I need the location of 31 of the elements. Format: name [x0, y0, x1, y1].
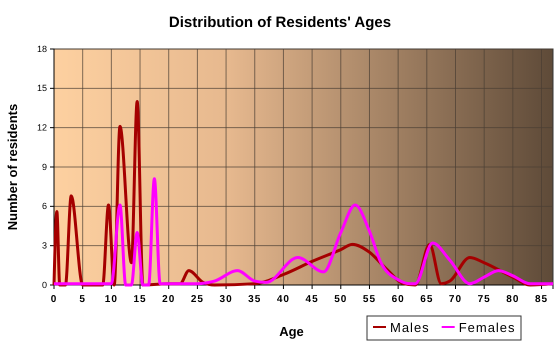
x-tick-label: 85 — [534, 294, 548, 306]
y-tick-label: 9 — [42, 162, 47, 172]
x-tick-label: 75 — [478, 294, 491, 306]
x-axis-title: Age — [279, 324, 304, 339]
x-tick-label: 60 — [392, 294, 405, 306]
x-tick-label: 80 — [506, 294, 520, 306]
x-tick-label: 65 — [420, 294, 434, 306]
y-axis-title: Number of residents — [5, 104, 20, 230]
x-tick-label: 50 — [334, 294, 348, 306]
y-tick-label: 0 — [42, 280, 47, 290]
line-series — [52, 177, 554, 286]
y-tick-label: 12 — [36, 122, 47, 133]
x-tick-label: 25 — [190, 294, 204, 306]
chart-title: Distribution of Residents' Ages — [168, 14, 392, 31]
x-tick-label: 45 — [306, 294, 319, 306]
x-tick-label: 15 — [133, 294, 147, 306]
x-tick-label: 30 — [220, 294, 233, 306]
x-tick-label: 40 — [276, 294, 290, 306]
y-tick-label: 15 — [36, 83, 47, 94]
x-tick-label: 55 — [362, 294, 376, 306]
x-tick-label: 70 — [448, 294, 462, 306]
x-tick-label: 0 — [50, 294, 58, 306]
legend-label: Males — [390, 320, 430, 335]
y-tick-label: 3 — [42, 240, 47, 251]
x-tick-label: 5 — [79, 294, 86, 306]
x-tick-label: 35 — [248, 294, 262, 306]
x-tick-label: 10 — [104, 294, 118, 306]
y-tick-label: 18 — [36, 44, 47, 54]
legend-label: Females — [458, 320, 516, 335]
y-tick-label: 6 — [42, 201, 47, 212]
x-tick-label: 20 — [162, 294, 176, 306]
